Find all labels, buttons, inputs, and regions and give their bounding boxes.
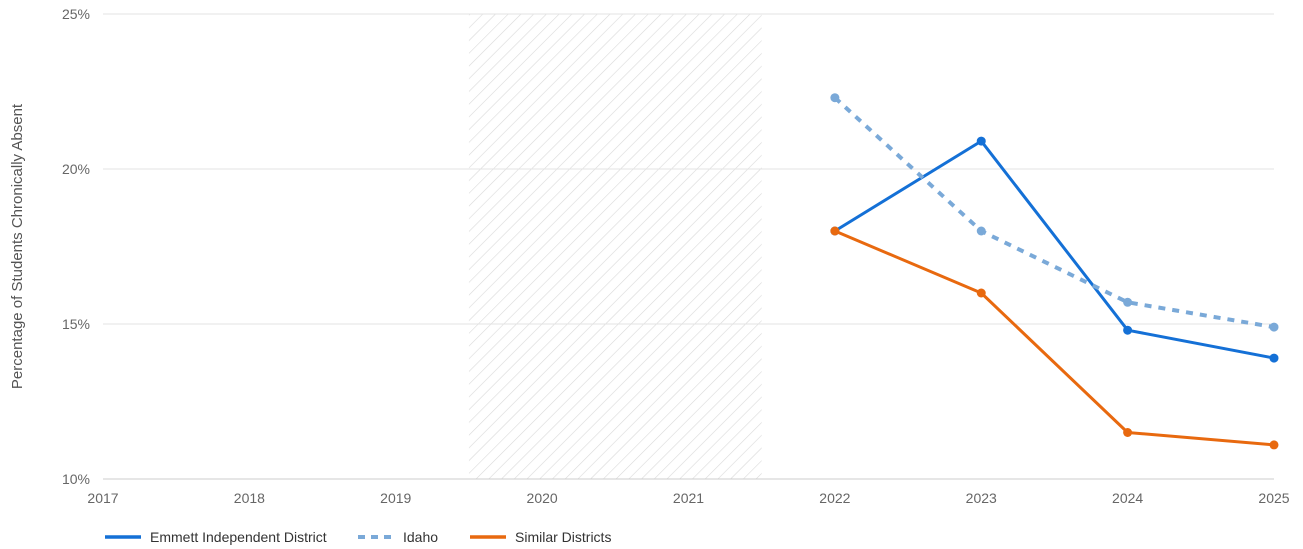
series-point-2 [1123,297,1133,307]
legend-label-3: Similar Districts [515,529,611,545]
legend-label-1: Emmett Independent District [150,529,327,545]
series-line-3 [834,229,1275,447]
series-point-1 [1123,325,1133,335]
series-point-1 [976,136,986,146]
x-tick-label: 2023 [966,490,997,506]
y-tick-label: 10% [62,471,90,487]
series-point-3 [1123,428,1133,437]
x-tick-label: 2017 [87,490,118,506]
series-point-3 [976,288,986,298]
y-tick-label: 25% [62,6,90,22]
x-tick-label: 2025 [1258,490,1289,506]
series-line-1 [834,139,1275,360]
x-tick-label: 2020 [527,490,558,506]
x-tick-label: 2019 [380,490,411,506]
series-point-1 [1269,353,1279,363]
series-point-3 [1269,440,1279,450]
x-tick-label: 2024 [1112,490,1143,506]
series-point-2 [830,93,840,103]
x-tick-label: 2022 [819,490,850,506]
x-tick-label: 2018 [234,490,265,506]
series-point-3 [830,226,840,236]
shaded-period [468,14,762,479]
x-tick-label: 2021 [673,490,704,506]
y-tick-label: 20% [62,161,90,177]
y-axis-title: Percentage of Students Chronically Absen… [9,103,26,389]
y-tick-label: 15% [62,316,90,332]
legend-label-2: Idaho [403,529,438,545]
series-line-2 [833,96,1275,330]
series-point-2 [976,226,986,236]
series-point-2 [1269,322,1279,332]
